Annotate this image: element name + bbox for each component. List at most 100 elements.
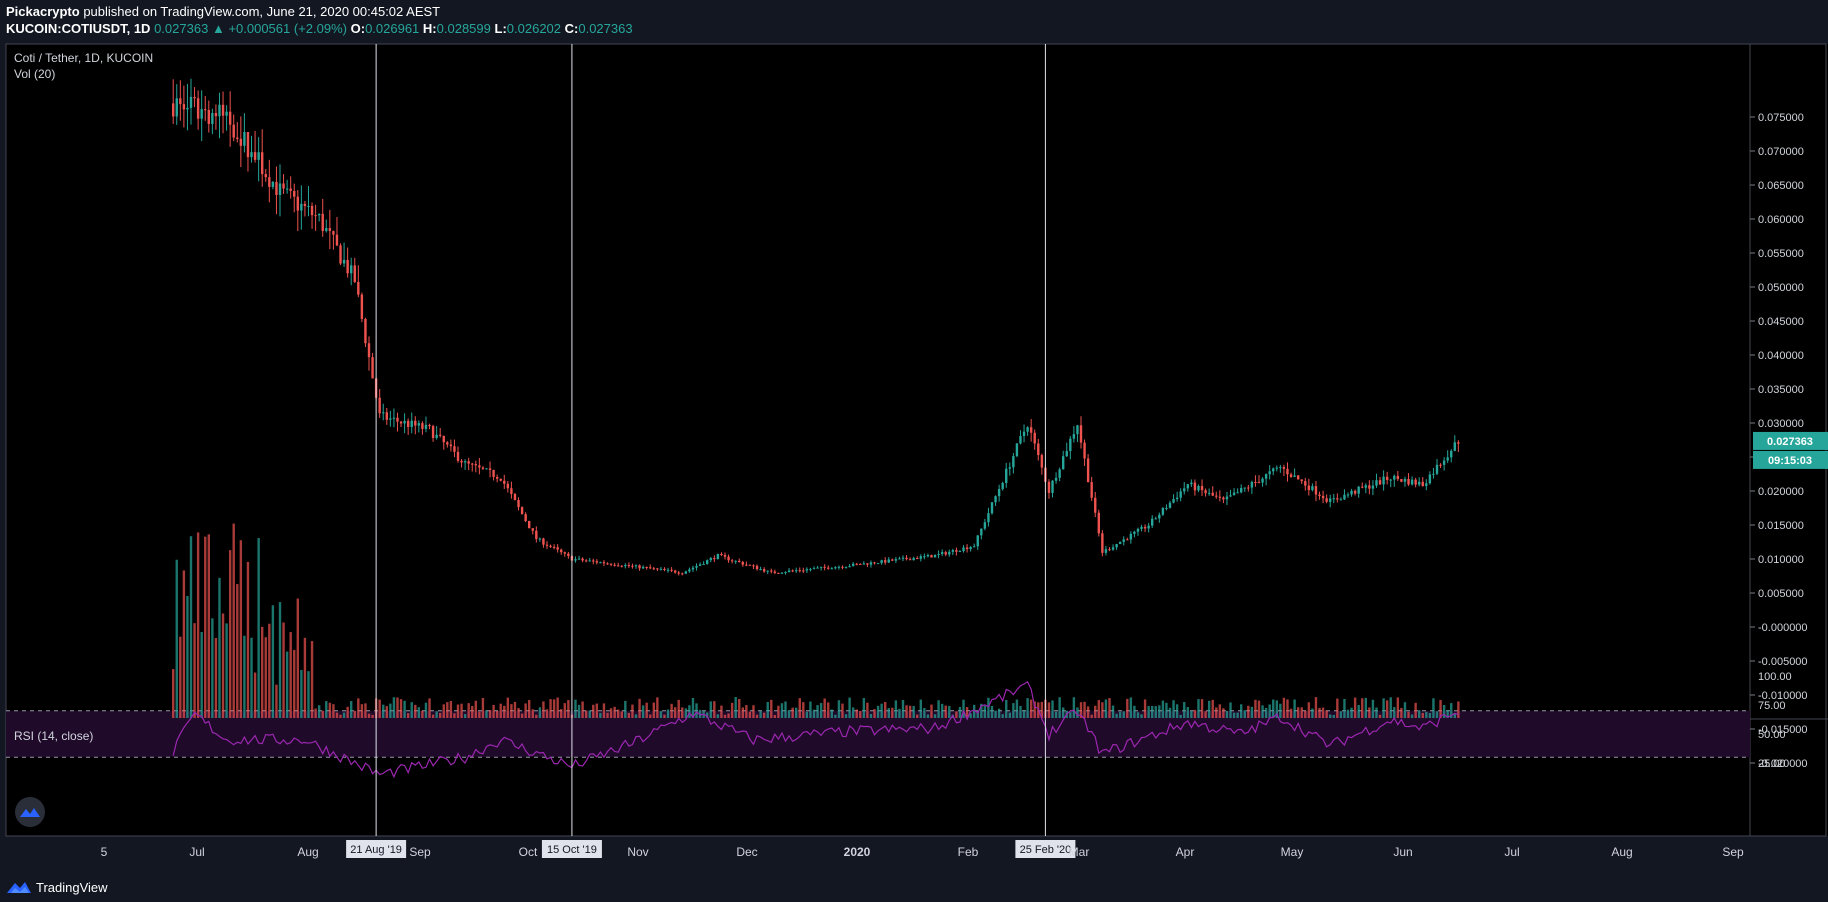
candle-body: [1389, 479, 1392, 481]
volume-bar: [1425, 711, 1428, 718]
volume-bar: [1229, 702, 1232, 718]
candle-body: [1218, 496, 1222, 498]
volume-bar: [1275, 700, 1278, 718]
volume-bar: [439, 712, 442, 718]
volume-bar: [745, 705, 748, 718]
candle-body: [738, 560, 741, 563]
time-axis-label: Mar: [1069, 845, 1090, 859]
low-value: 0.026202: [506, 21, 562, 36]
volume-bar: [1054, 711, 1058, 718]
volume-bar: [691, 697, 695, 718]
volume-bar: [816, 705, 819, 718]
volume-bar: [1375, 707, 1378, 718]
volume-bar: [905, 705, 908, 718]
volume-bar: [1197, 699, 1200, 718]
candle-body: [702, 563, 705, 565]
candle-body: [866, 563, 869, 565]
volume-bar: [228, 550, 232, 718]
candle-body: [179, 98, 182, 105]
candle-body: [1400, 479, 1403, 482]
candle-body: [1236, 492, 1239, 494]
volume-bar: [271, 605, 275, 718]
candle-body: [1029, 427, 1033, 433]
candle-body: [520, 507, 524, 515]
volume-bar: [709, 701, 712, 718]
volume-bar: [431, 714, 435, 718]
time-axis-label: Jun: [1393, 845, 1412, 859]
volume-bar: [873, 709, 876, 718]
volume-bar: [1136, 712, 1140, 718]
candle-body: [666, 569, 670, 571]
candle-body: [232, 124, 235, 138]
candle-body: [1325, 498, 1328, 502]
candle-body: [193, 96, 196, 99]
volume-bar: [1350, 707, 1353, 718]
volume-bar: [574, 699, 577, 718]
candle-body: [1435, 464, 1439, 474]
volume-bar: [214, 638, 218, 718]
candle-body: [1072, 434, 1076, 439]
candle-body: [1432, 473, 1435, 475]
volume-bar: [1225, 710, 1229, 718]
volume-bar: [1104, 699, 1108, 718]
author-name[interactable]: Pickacrypto: [6, 4, 80, 19]
candle-body: [905, 557, 908, 560]
volume-bar: [1428, 712, 1432, 718]
candle-body: [1343, 494, 1346, 500]
candle-body: [698, 564, 702, 566]
candle-body: [741, 562, 744, 565]
candle-body: [560, 549, 563, 553]
candle-body: [1200, 485, 1204, 491]
volume-bar: [492, 704, 495, 718]
volume-bar: [1129, 697, 1133, 718]
volume-bar: [246, 561, 250, 718]
volume-bar: [1432, 698, 1435, 718]
volume-bar: [997, 708, 1001, 718]
chart-area[interactable]: 0.075000 0.070000 0.065000 0.060000 0.055000…: [0, 42, 1828, 872]
date-marker-label: 25 Feb '20: [1020, 844, 1072, 856]
candle-body: [1279, 467, 1282, 469]
volume-bar: [1115, 713, 1118, 718]
rsi-axis-label: 50.00: [1758, 729, 1786, 741]
volume-bar: [1026, 698, 1029, 718]
candle-body: [748, 564, 752, 566]
candle-body: [211, 112, 214, 124]
volume-bar: [1040, 701, 1044, 718]
candle-body: [1357, 486, 1360, 494]
volume-bar: [681, 707, 684, 718]
candle-body: [403, 420, 406, 424]
volume-bar: [1272, 699, 1275, 718]
volume-bar: [1005, 699, 1008, 718]
candle-body: [1183, 488, 1186, 492]
candle-body: [948, 551, 951, 555]
candle-body: [994, 496, 997, 503]
volume-bar: [396, 697, 399, 718]
volume-bar: [332, 704, 335, 718]
candle-body: [923, 556, 926, 558]
volume-bar: [1243, 710, 1246, 718]
candle-body: [207, 109, 210, 124]
volume-bar: [567, 700, 570, 718]
volume-bar: [1393, 707, 1396, 718]
candle-body: [969, 546, 972, 550]
tradingview-brand[interactable]: TradingView: [36, 880, 108, 895]
volume-bar: [688, 705, 691, 718]
candle-body: [293, 190, 296, 197]
candle-body: [723, 555, 727, 557]
candle-body: [1403, 479, 1407, 482]
volume-bar: [730, 702, 734, 718]
candle-body: [563, 552, 566, 554]
volume-bar: [293, 649, 296, 718]
volume-bar: [488, 710, 492, 718]
candle-body: [670, 569, 673, 571]
candle-body: [424, 424, 428, 429]
volume-bar: [1072, 697, 1076, 718]
candle-body: [335, 234, 339, 246]
rsi-legend: RSI (14, close): [14, 729, 93, 743]
volume-bar: [823, 698, 826, 718]
volume-bar: [1022, 710, 1026, 718]
candle-body: [1118, 541, 1122, 545]
candle-body: [350, 265, 353, 274]
date-marker-box: [1015, 840, 1076, 858]
volume-bar: [1325, 710, 1328, 718]
